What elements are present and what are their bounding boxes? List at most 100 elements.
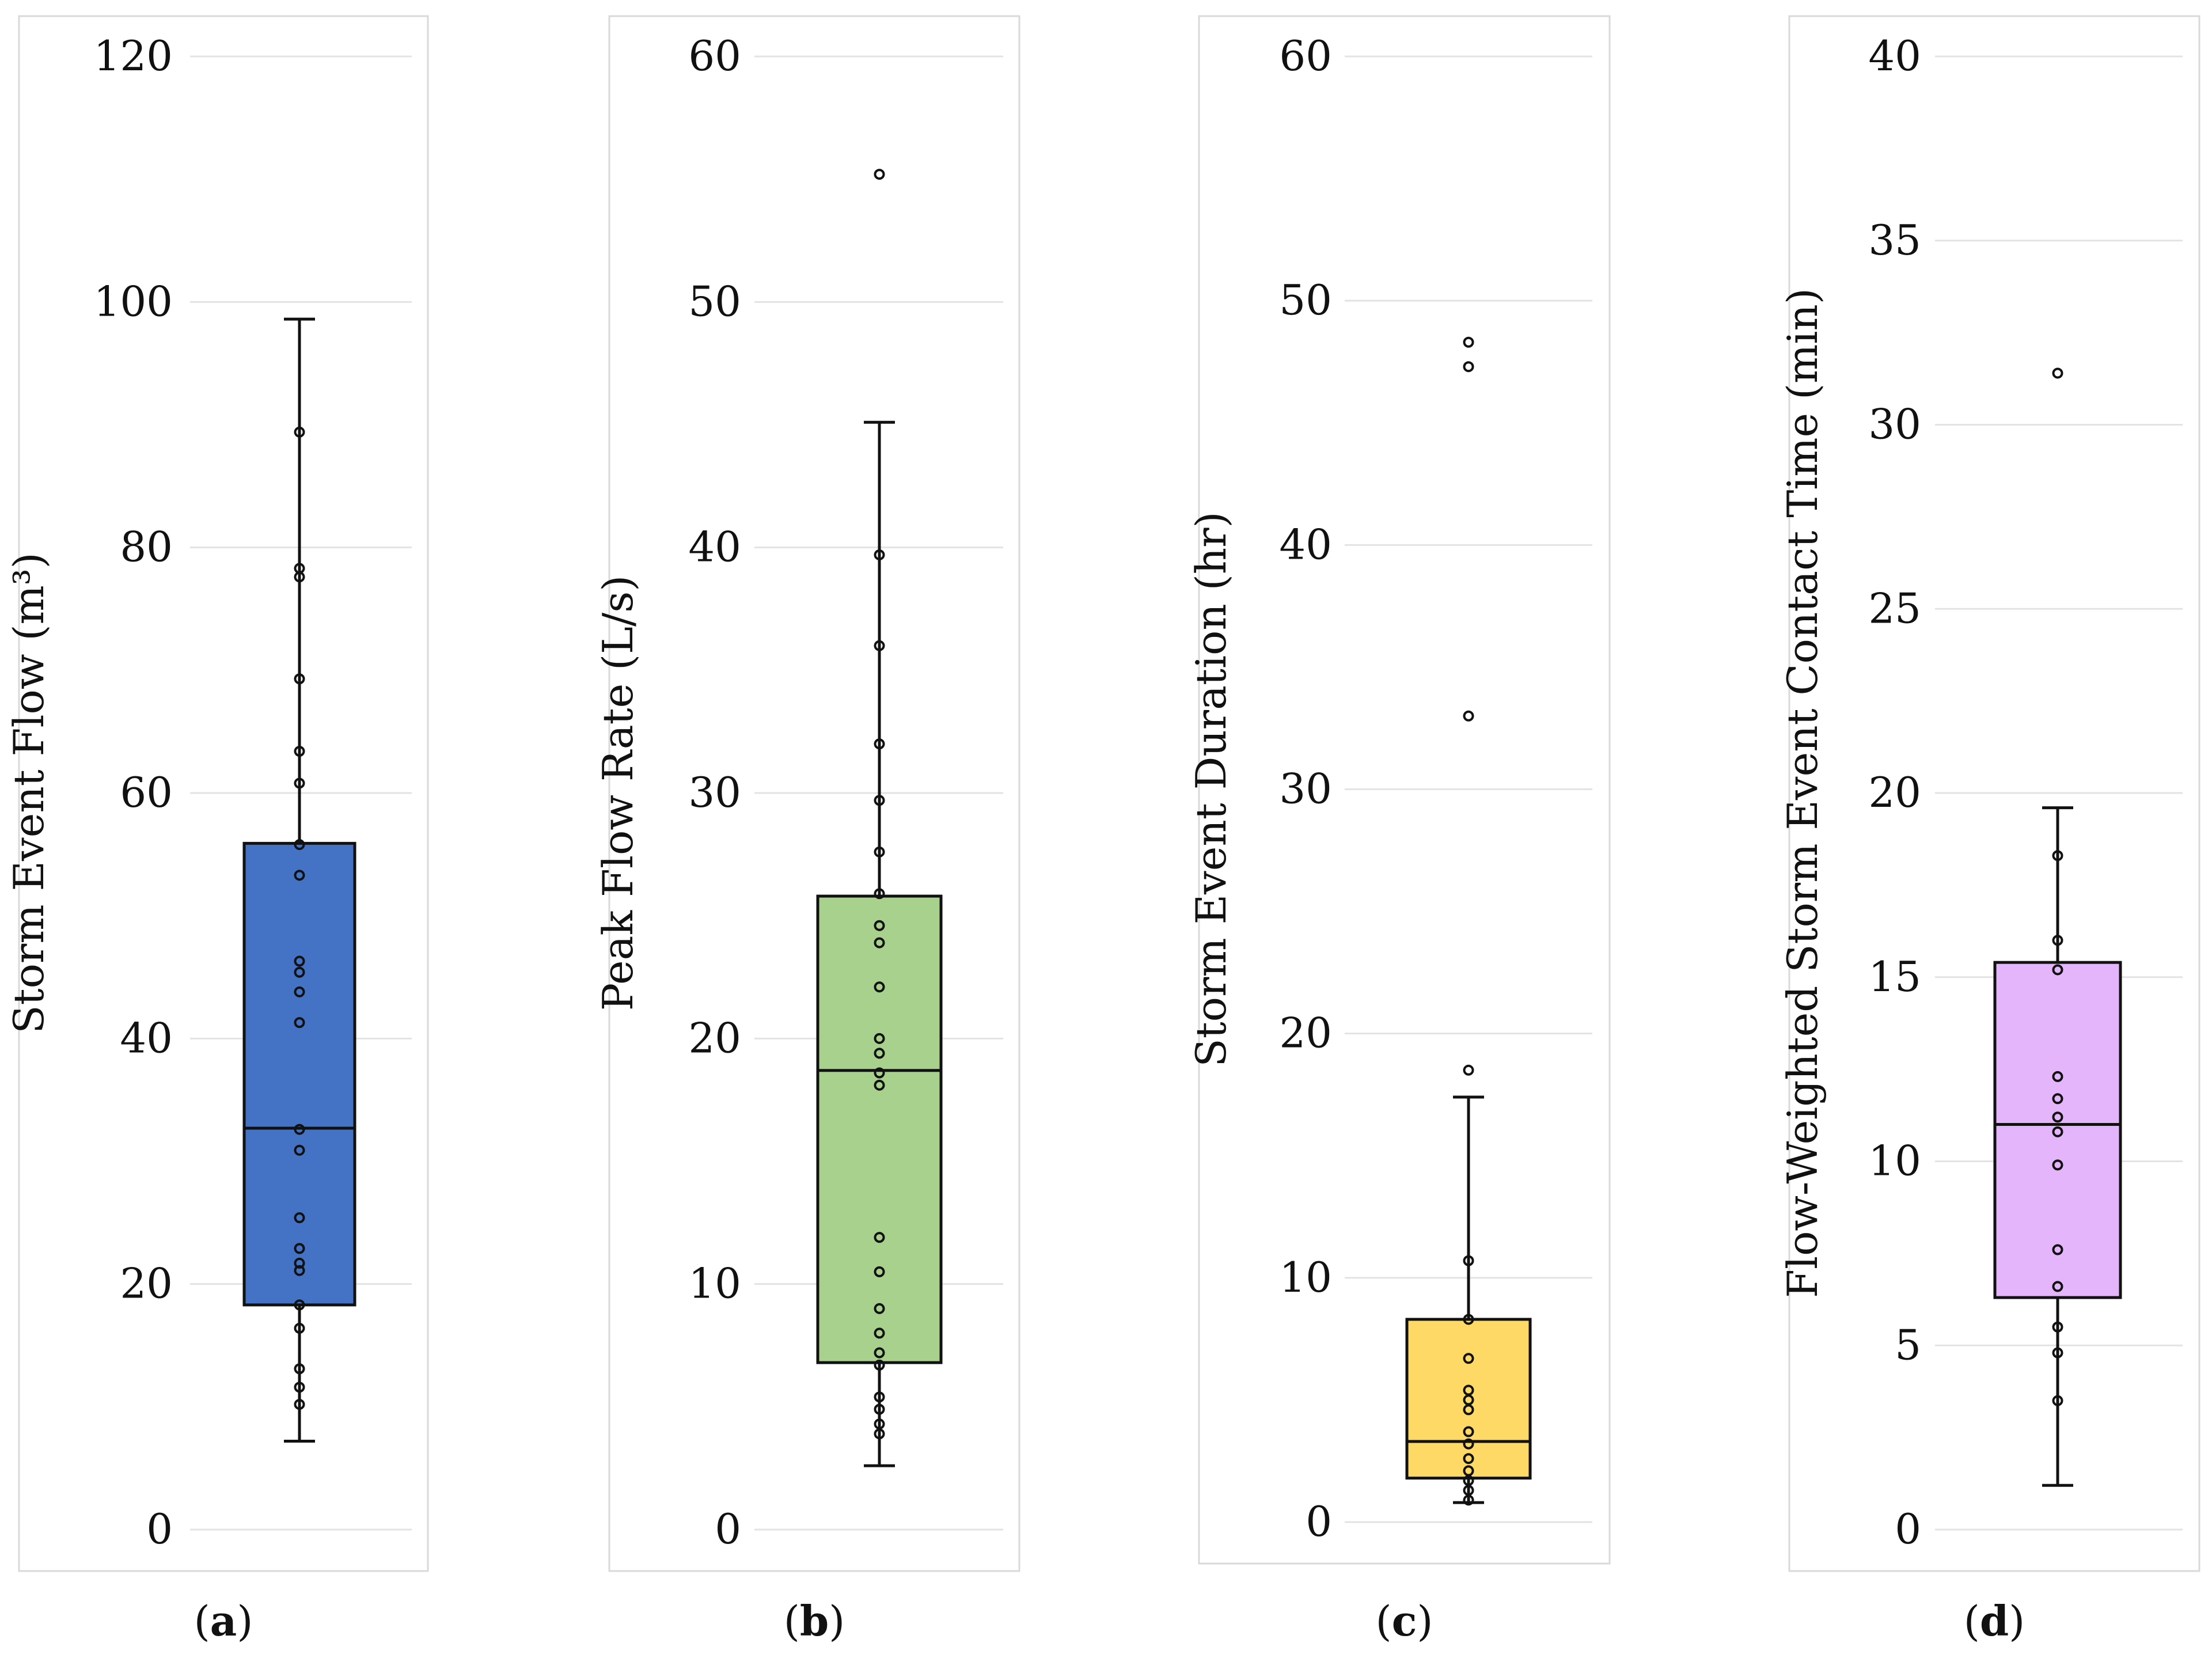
y-tick-label: 0 xyxy=(146,1505,173,1553)
data-point xyxy=(294,426,305,438)
y-tick-label: 35 xyxy=(1868,216,1921,264)
panel-b: 0 10 20 30 40 50 60 Peak Flow Rate (L/s) (b) xyxy=(594,15,1020,1645)
data-point xyxy=(874,1232,885,1243)
y-tick-label: 30 xyxy=(688,768,741,817)
panel-caption-close: ) xyxy=(2009,1597,2025,1645)
data-point xyxy=(2052,1244,2063,1255)
data-point xyxy=(294,1265,305,1276)
data-point xyxy=(294,1322,305,1334)
panel-d: 0 5 10 15 20 25 30 35 40 Flow-Weighted Storm Even… xyxy=(1778,15,2200,1645)
data-point xyxy=(1463,1453,1474,1464)
data-point xyxy=(874,1359,885,1371)
data-point xyxy=(2052,935,2063,946)
data-point xyxy=(874,846,885,858)
y-tick-label: 10 xyxy=(1868,1137,1921,1185)
data-point xyxy=(2052,1321,2063,1333)
data-point xyxy=(294,839,305,851)
data-point xyxy=(2052,964,2063,976)
data-point xyxy=(2052,1071,2063,1082)
data-point xyxy=(294,1399,305,1410)
y-tick-label: 50 xyxy=(688,277,741,325)
panel-caption-close: ) xyxy=(829,1597,845,1645)
y-axis-title: Storm Event Flow (m³) xyxy=(5,552,53,1033)
panel-caption-letter: b xyxy=(800,1596,829,1645)
data-point xyxy=(874,888,885,900)
iqr-box xyxy=(1993,961,2122,1299)
panel-caption-close: ) xyxy=(237,1597,253,1645)
panel-c: 0 10 20 30 40 50 60 Storm Event Duration (hr) (c… xyxy=(1187,15,1611,1645)
data-point xyxy=(874,1403,885,1415)
iqr-box xyxy=(816,894,943,1364)
data-point xyxy=(874,549,885,560)
data-point xyxy=(2052,1093,2063,1105)
data-point xyxy=(874,1266,885,1277)
y-tick-label: 15 xyxy=(1868,953,1921,1001)
data-point xyxy=(294,955,305,967)
panel-caption: (a) xyxy=(194,1596,253,1645)
data-point xyxy=(294,777,305,789)
y-tick-label: 30 xyxy=(1868,400,1921,449)
y-tick-label: 40 xyxy=(1868,32,1921,80)
y-axis-title: Flow-Weighted Storm Event Contact Time (… xyxy=(1778,288,1827,1298)
y-axis-title: Storm Event Duration (hr) xyxy=(1187,511,1235,1067)
y-tick-label: 10 xyxy=(1279,1253,1332,1302)
data-point xyxy=(874,795,885,806)
data-point xyxy=(294,986,305,997)
y-tick-label: 60 xyxy=(120,768,173,817)
data-point xyxy=(1463,1438,1474,1450)
y-tick-label: 10 xyxy=(688,1259,741,1308)
data-point xyxy=(294,1243,305,1254)
y-tick-label: 40 xyxy=(120,1014,173,1062)
panel-caption-open: ( xyxy=(1964,1597,1980,1645)
data-point xyxy=(2052,1281,2063,1292)
data-point xyxy=(294,1124,305,1135)
data-point xyxy=(874,1067,885,1079)
panel-caption-letter: d xyxy=(1980,1596,2009,1645)
outlier-point xyxy=(2052,367,2063,379)
y-tick-label: 60 xyxy=(1279,32,1332,80)
data-point xyxy=(874,1033,885,1044)
outlier-point xyxy=(1463,1064,1474,1076)
panel-caption-letter: a xyxy=(210,1596,237,1645)
y-tick-label: 0 xyxy=(1306,1497,1332,1546)
data-point xyxy=(2052,1159,2063,1171)
y-tick-label: 20 xyxy=(688,1014,741,1062)
data-point xyxy=(874,1048,885,1059)
data-point xyxy=(874,1079,885,1091)
data-point xyxy=(874,1428,885,1440)
y-tick-label: 100 xyxy=(94,277,173,325)
data-point xyxy=(294,1363,305,1375)
y-tick-label: 20 xyxy=(1279,1009,1332,1057)
data-point xyxy=(294,563,305,574)
panel-caption-letter: c xyxy=(1392,1596,1417,1645)
data-point xyxy=(874,1347,885,1359)
data-point xyxy=(874,920,885,931)
panel-caption-close: ) xyxy=(1417,1597,1433,1645)
data-point xyxy=(294,1144,305,1156)
data-point xyxy=(1463,1314,1474,1325)
iqr-box xyxy=(1405,1318,1532,1480)
y-tick-label: 60 xyxy=(688,32,741,80)
panel-a: 0 20 40 60 80 100 120 Storm Event Flow (m³) (a) xyxy=(5,15,429,1645)
panel-caption: (d) xyxy=(1964,1596,2025,1645)
y-tick-label: 20 xyxy=(1868,768,1921,817)
data-point xyxy=(1463,1255,1474,1266)
data-point xyxy=(874,1418,885,1430)
outlier-point xyxy=(1463,336,1474,348)
data-point xyxy=(2052,1126,2063,1137)
y-axis-title: Peak Flow Rate (L/s) xyxy=(594,575,642,1011)
data-point xyxy=(874,738,885,750)
data-point xyxy=(294,966,305,978)
iqr-box xyxy=(242,841,356,1307)
data-point xyxy=(2052,1347,2063,1359)
data-point xyxy=(294,1017,305,1029)
data-point xyxy=(294,870,305,881)
data-point xyxy=(294,1382,305,1393)
outlier-point xyxy=(874,169,885,180)
data-point xyxy=(874,981,885,993)
panel-caption-open: ( xyxy=(194,1597,210,1645)
panel-caption: (b) xyxy=(784,1596,845,1645)
outlier-point xyxy=(1463,710,1474,722)
y-tick-label: 5 xyxy=(1895,1321,1921,1369)
